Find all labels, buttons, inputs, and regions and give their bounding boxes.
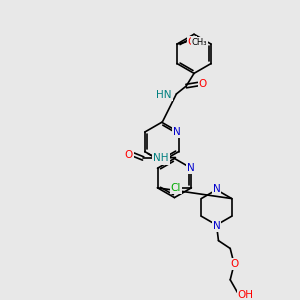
Text: O: O — [199, 79, 207, 89]
Text: OH: OH — [238, 290, 254, 300]
Text: O: O — [230, 259, 238, 269]
Text: CH₃: CH₃ — [192, 38, 207, 46]
Text: Cl: Cl — [171, 183, 181, 193]
Text: N: N — [213, 221, 220, 231]
Text: N: N — [173, 127, 181, 137]
Text: HN: HN — [156, 90, 172, 100]
Text: N: N — [213, 184, 220, 194]
Text: O: O — [124, 150, 133, 160]
Text: N: N — [187, 163, 194, 173]
Text: NH: NH — [153, 154, 169, 164]
Text: O: O — [188, 37, 196, 47]
